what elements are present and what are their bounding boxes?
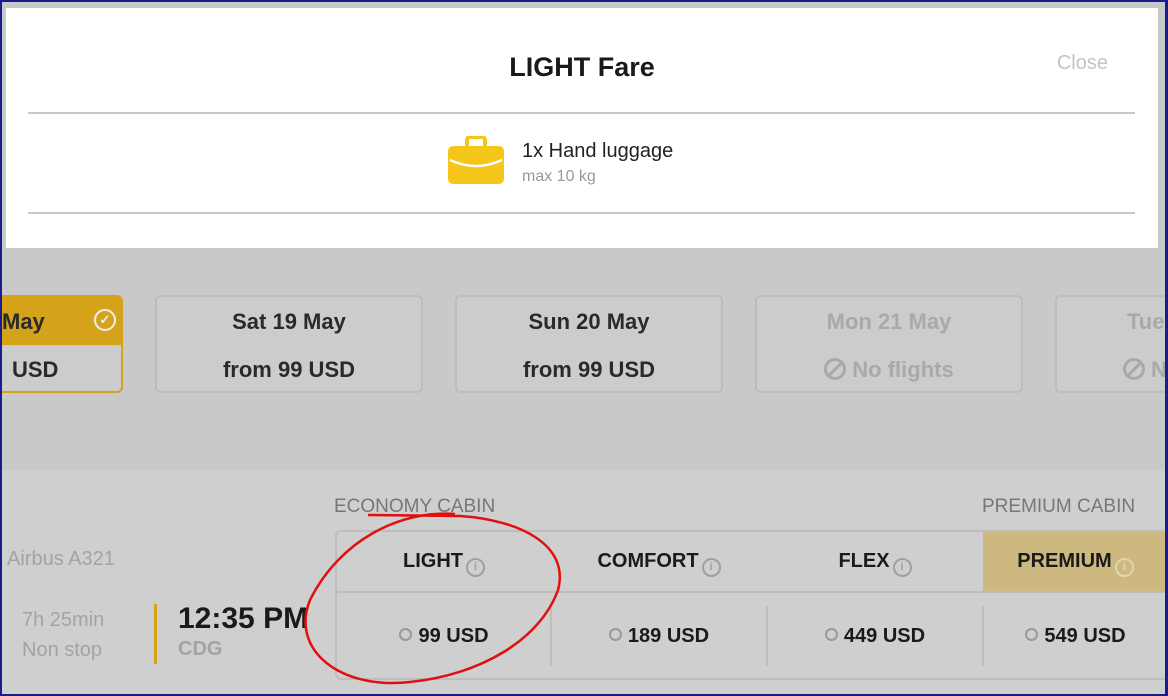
date-card-selected[interactable]: May ✓ USD xyxy=(0,295,123,393)
radio-button[interactable] xyxy=(824,628,838,641)
close-button[interactable]: Close xyxy=(1056,52,1108,74)
fare-header-light[interactable]: LIGHT i xyxy=(337,532,551,591)
date-label: May xyxy=(2,309,45,334)
date-card[interactable]: Sun 20 May from 99 USD xyxy=(455,295,723,393)
date-price: from 99 USD xyxy=(222,357,356,382)
date-card-unavailable: Tue N xyxy=(1055,295,1168,393)
fare-option-flex[interactable]: 449 USD xyxy=(767,592,983,680)
departure-time: 12:35 PM xyxy=(178,602,309,635)
briefcase-icon xyxy=(448,136,504,184)
fare-option-comfort[interactable]: 189 USD xyxy=(551,592,767,680)
date-price: USD xyxy=(12,357,59,382)
date-label: Sat 19 May xyxy=(232,309,346,334)
departure-airport: CDG xyxy=(178,638,223,660)
info-icon[interactable]: i xyxy=(701,558,721,577)
check-circle-icon: ✓ xyxy=(94,309,116,331)
radio-button[interactable] xyxy=(399,628,413,641)
aircraft: Airbus A321 xyxy=(7,548,115,570)
date-label: Sun 20 May xyxy=(528,309,650,334)
fare-details-modal: LIGHT Fare Close 1x Hand luggage max 10 … xyxy=(6,8,1158,248)
radio-button[interactable] xyxy=(1025,628,1039,641)
radio-button[interactable] xyxy=(608,628,622,641)
fare-header-comfort[interactable]: COMFORT i xyxy=(551,532,767,591)
date-card[interactable]: Sat 19 May from 99 USD xyxy=(155,295,423,393)
date-label: Mon 21 May xyxy=(826,309,952,334)
timeline-bar xyxy=(154,604,157,664)
no-flights-label: N xyxy=(1151,357,1167,382)
date-label: Tue xyxy=(1127,309,1165,334)
modal-title: LIGHT Fare xyxy=(509,52,655,82)
date-card-unavailable: Mon 21 May No flights xyxy=(755,295,1023,393)
info-icon[interactable]: i xyxy=(466,558,485,577)
economy-cabin-label: ECONOMY CABIN xyxy=(334,496,496,517)
flight-row-section xyxy=(0,470,1168,696)
stops: Non stop xyxy=(22,639,103,661)
premium-cabin-label: PREMIUM CABIN xyxy=(982,496,1136,517)
info-icon[interactable]: i xyxy=(892,558,912,577)
luggage-name: 1x Hand luggage xyxy=(522,140,674,162)
date-price: from 99 USD xyxy=(522,357,656,382)
no-entry-icon xyxy=(824,358,847,380)
luggage-weight: max 10 kg xyxy=(522,168,596,185)
fare-table: LIGHT i COMFORT i FLEX i PREMIUM i 99 USD 18… xyxy=(335,530,1168,680)
divider xyxy=(28,112,1135,114)
fare-header-flex[interactable]: FLEX i xyxy=(767,532,983,591)
fare-option-premium[interactable]: 549 USD xyxy=(983,592,1168,680)
divider xyxy=(28,212,1135,214)
duration: 7h 25min xyxy=(22,609,105,631)
info-icon[interactable]: i xyxy=(1114,558,1134,577)
fare-option-light[interactable]: 99 USD xyxy=(337,592,551,680)
no-flights-label: No flights xyxy=(852,357,954,382)
fare-header-premium[interactable]: PREMIUM i xyxy=(983,532,1168,591)
no-entry-icon xyxy=(1123,358,1145,380)
